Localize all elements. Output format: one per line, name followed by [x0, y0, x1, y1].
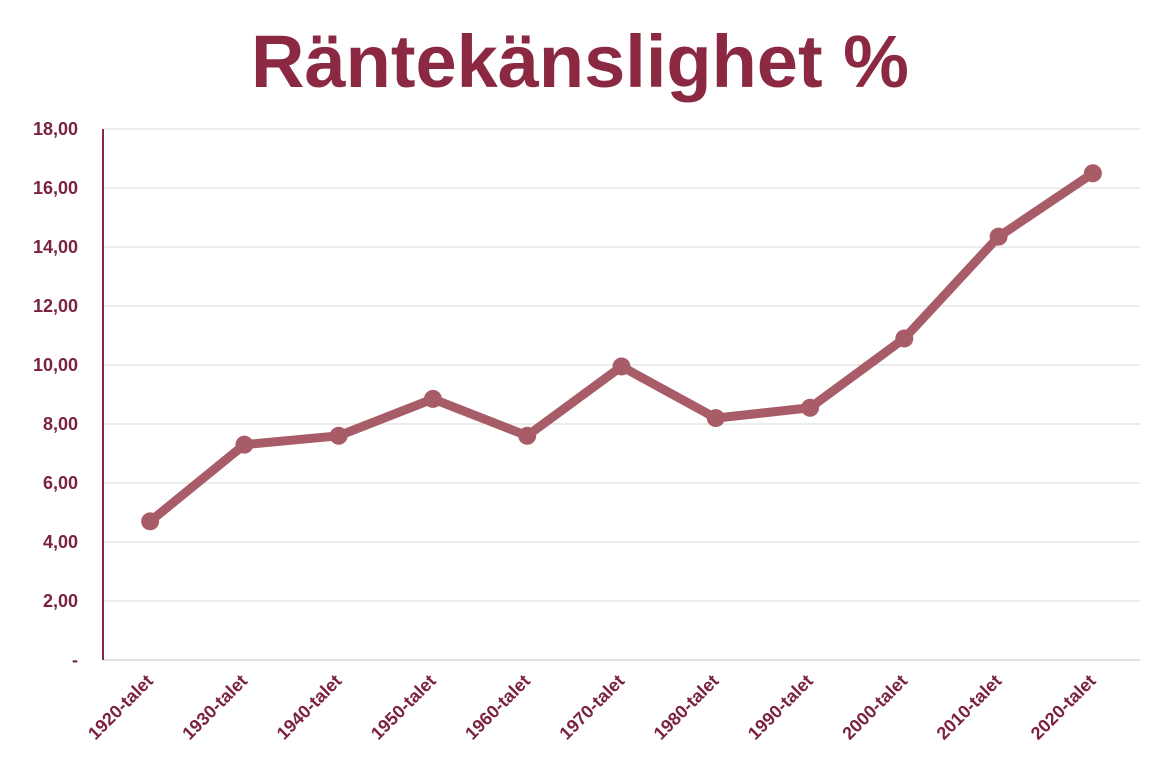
y-tick-label: 18,00: [33, 119, 78, 139]
x-tick-labels: 1920-talet 1930-talet 1940-talet 1950-talet…: [84, 671, 1100, 744]
x-tick-label: 1940-talet: [273, 671, 346, 744]
data-point: [801, 398, 820, 417]
data-point: [141, 512, 160, 531]
chart-title: Räntekänslighet %: [251, 20, 909, 103]
series-line: [145, 168, 1098, 526]
x-tick-label: 1960-talet: [461, 671, 534, 744]
data-point: [989, 227, 1008, 246]
data-series: [141, 164, 1102, 531]
x-tick-label: 2000-talet: [838, 671, 911, 744]
gridlines: [103, 128, 1140, 602]
y-tick-labels: - 2,00 4,00 6,00 8,00 10,00 12,00 14,00 16,00 18,…: [33, 119, 78, 670]
data-point: [235, 435, 254, 454]
x-tick-label: 2010-talet: [933, 671, 1006, 744]
x-tick-label: 1980-talet: [650, 671, 723, 744]
axes: [102, 129, 1140, 661]
data-point: [1083, 164, 1102, 183]
y-tick-label: 8,00: [43, 414, 78, 434]
y-tick-label: 10,00: [33, 355, 78, 375]
x-tick-label: 1950-talet: [367, 671, 440, 744]
y-tick-label: 6,00: [43, 473, 78, 493]
x-tick-label: 1930-talet: [178, 671, 251, 744]
x-tick-label: 1990-talet: [744, 671, 817, 744]
y-tick-label: 4,00: [43, 532, 78, 552]
data-point: [518, 426, 537, 445]
x-tick-label: 1920-talet: [84, 671, 157, 744]
data-point: [895, 329, 914, 348]
y-tick-label: 12,00: [33, 296, 78, 316]
y-tick-label: -: [72, 650, 78, 670]
data-point: [706, 409, 725, 428]
y-tick-label: 16,00: [33, 178, 78, 198]
y-tick-label: 14,00: [33, 237, 78, 257]
y-tick-label: 2,00: [43, 591, 78, 611]
data-point: [423, 389, 442, 408]
data-point: [329, 426, 348, 445]
data-point: [612, 357, 631, 376]
x-tick-label: 2020-talet: [1027, 671, 1100, 744]
x-tick-label: 1970-talet: [555, 671, 628, 744]
